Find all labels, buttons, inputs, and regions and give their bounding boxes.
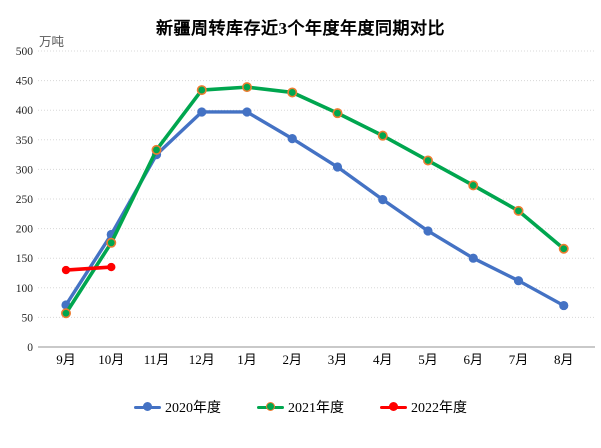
y-tick-label: 50 — [22, 312, 34, 324]
grid-lines — [38, 50, 595, 348]
legend-marker-2021 — [257, 402, 284, 412]
data-point-2020年度 — [423, 226, 433, 236]
data-point-2021年度 — [106, 237, 117, 248]
legend-dot-swatch — [143, 402, 152, 411]
x-tick-label: 11月 — [144, 352, 170, 367]
data-point-2020年度 — [468, 253, 478, 263]
data-point-2021年度 — [287, 87, 298, 98]
data-point-2020年度 — [242, 107, 252, 117]
series-line-2020年度 — [64, 110, 566, 308]
data-point-2020年度 — [332, 162, 343, 172]
series-line-2022年度 — [64, 265, 114, 272]
x-tick-label: 4月 — [373, 352, 393, 367]
legend: 2020年度 2021年度 2022年度 — [0, 397, 601, 417]
legend-label-2020: 2020年度 — [165, 401, 221, 416]
y-tick-label: 200 — [16, 224, 34, 236]
y-tick-label: 150 — [16, 253, 34, 265]
x-tick-label: 7月 — [509, 352, 529, 367]
data-point-2020年度 — [197, 107, 207, 117]
data-point-2021年度 — [422, 155, 433, 166]
data-point-2020年度 — [559, 300, 569, 311]
legend-label-2021: 2021年度 — [288, 401, 344, 416]
y-tick-label: 250 — [16, 194, 34, 206]
legend-dot-swatch — [389, 402, 398, 411]
x-tick-label: 6月 — [463, 352, 483, 367]
y-axis: 0 50 100 150 200 250 300 350 400 450 500 — [16, 46, 34, 354]
x-tick-label: 3月 — [328, 352, 348, 367]
data-point-2022年度 — [61, 265, 71, 275]
x-tick-label: 1月 — [237, 352, 257, 367]
data-point-2021年度 — [242, 82, 253, 93]
y-tick-label: 100 — [16, 283, 34, 295]
data-point-2021年度 — [60, 308, 71, 319]
legend-item-2021: 2021年度 — [257, 397, 344, 417]
data-point-2021年度 — [196, 85, 207, 96]
data-point-2021年度 — [513, 205, 524, 216]
legend-dot-swatch — [266, 402, 275, 411]
x-tick-label: 12月 — [189, 352, 215, 367]
legend-marker-2020 — [134, 402, 161, 412]
x-tick-label: 9月 — [56, 352, 76, 367]
legend-item-2022: 2022年度 — [380, 397, 467, 417]
x-axis: 9月 10月 11月 12月 1月 2月 3月 4月 5月 6月 7月 8月 — [56, 352, 573, 367]
data-point-2020年度 — [378, 194, 388, 205]
x-tick-label: 10月 — [98, 352, 124, 367]
data-point-2020年度 — [513, 276, 524, 286]
series-line-2021年度 — [64, 85, 566, 316]
x-tick-label: 5月 — [418, 352, 438, 367]
data-point-2021年度 — [377, 130, 388, 141]
y-axis-unit-label: 万吨 — [39, 35, 65, 49]
x-tick-label: 2月 — [282, 352, 302, 367]
chart-title: 新疆周转库存近3个年度年度同期对比 — [156, 19, 445, 38]
x-tick-label: 8月 — [554, 352, 574, 367]
data-point-2022年度 — [107, 262, 116, 272]
legend-label-2022: 2022年度 — [411, 401, 467, 416]
plot-area — [60, 82, 569, 319]
data-point-2021年度 — [468, 180, 479, 191]
data-point-2021年度 — [332, 108, 343, 119]
y-tick-label: 350 — [16, 135, 34, 147]
legend-item-2020: 2020年度 — [134, 397, 221, 417]
data-point-2021年度 — [151, 144, 162, 155]
y-tick-label: 400 — [16, 105, 34, 117]
data-point-2021年度 — [558, 243, 569, 254]
y-tick-label: 500 — [16, 46, 34, 58]
y-tick-label: 450 — [16, 76, 34, 88]
y-tick-label: 0 — [27, 342, 33, 354]
y-tick-label: 300 — [16, 164, 34, 176]
data-point-2020年度 — [287, 134, 297, 144]
legend-marker-2022 — [380, 402, 407, 412]
